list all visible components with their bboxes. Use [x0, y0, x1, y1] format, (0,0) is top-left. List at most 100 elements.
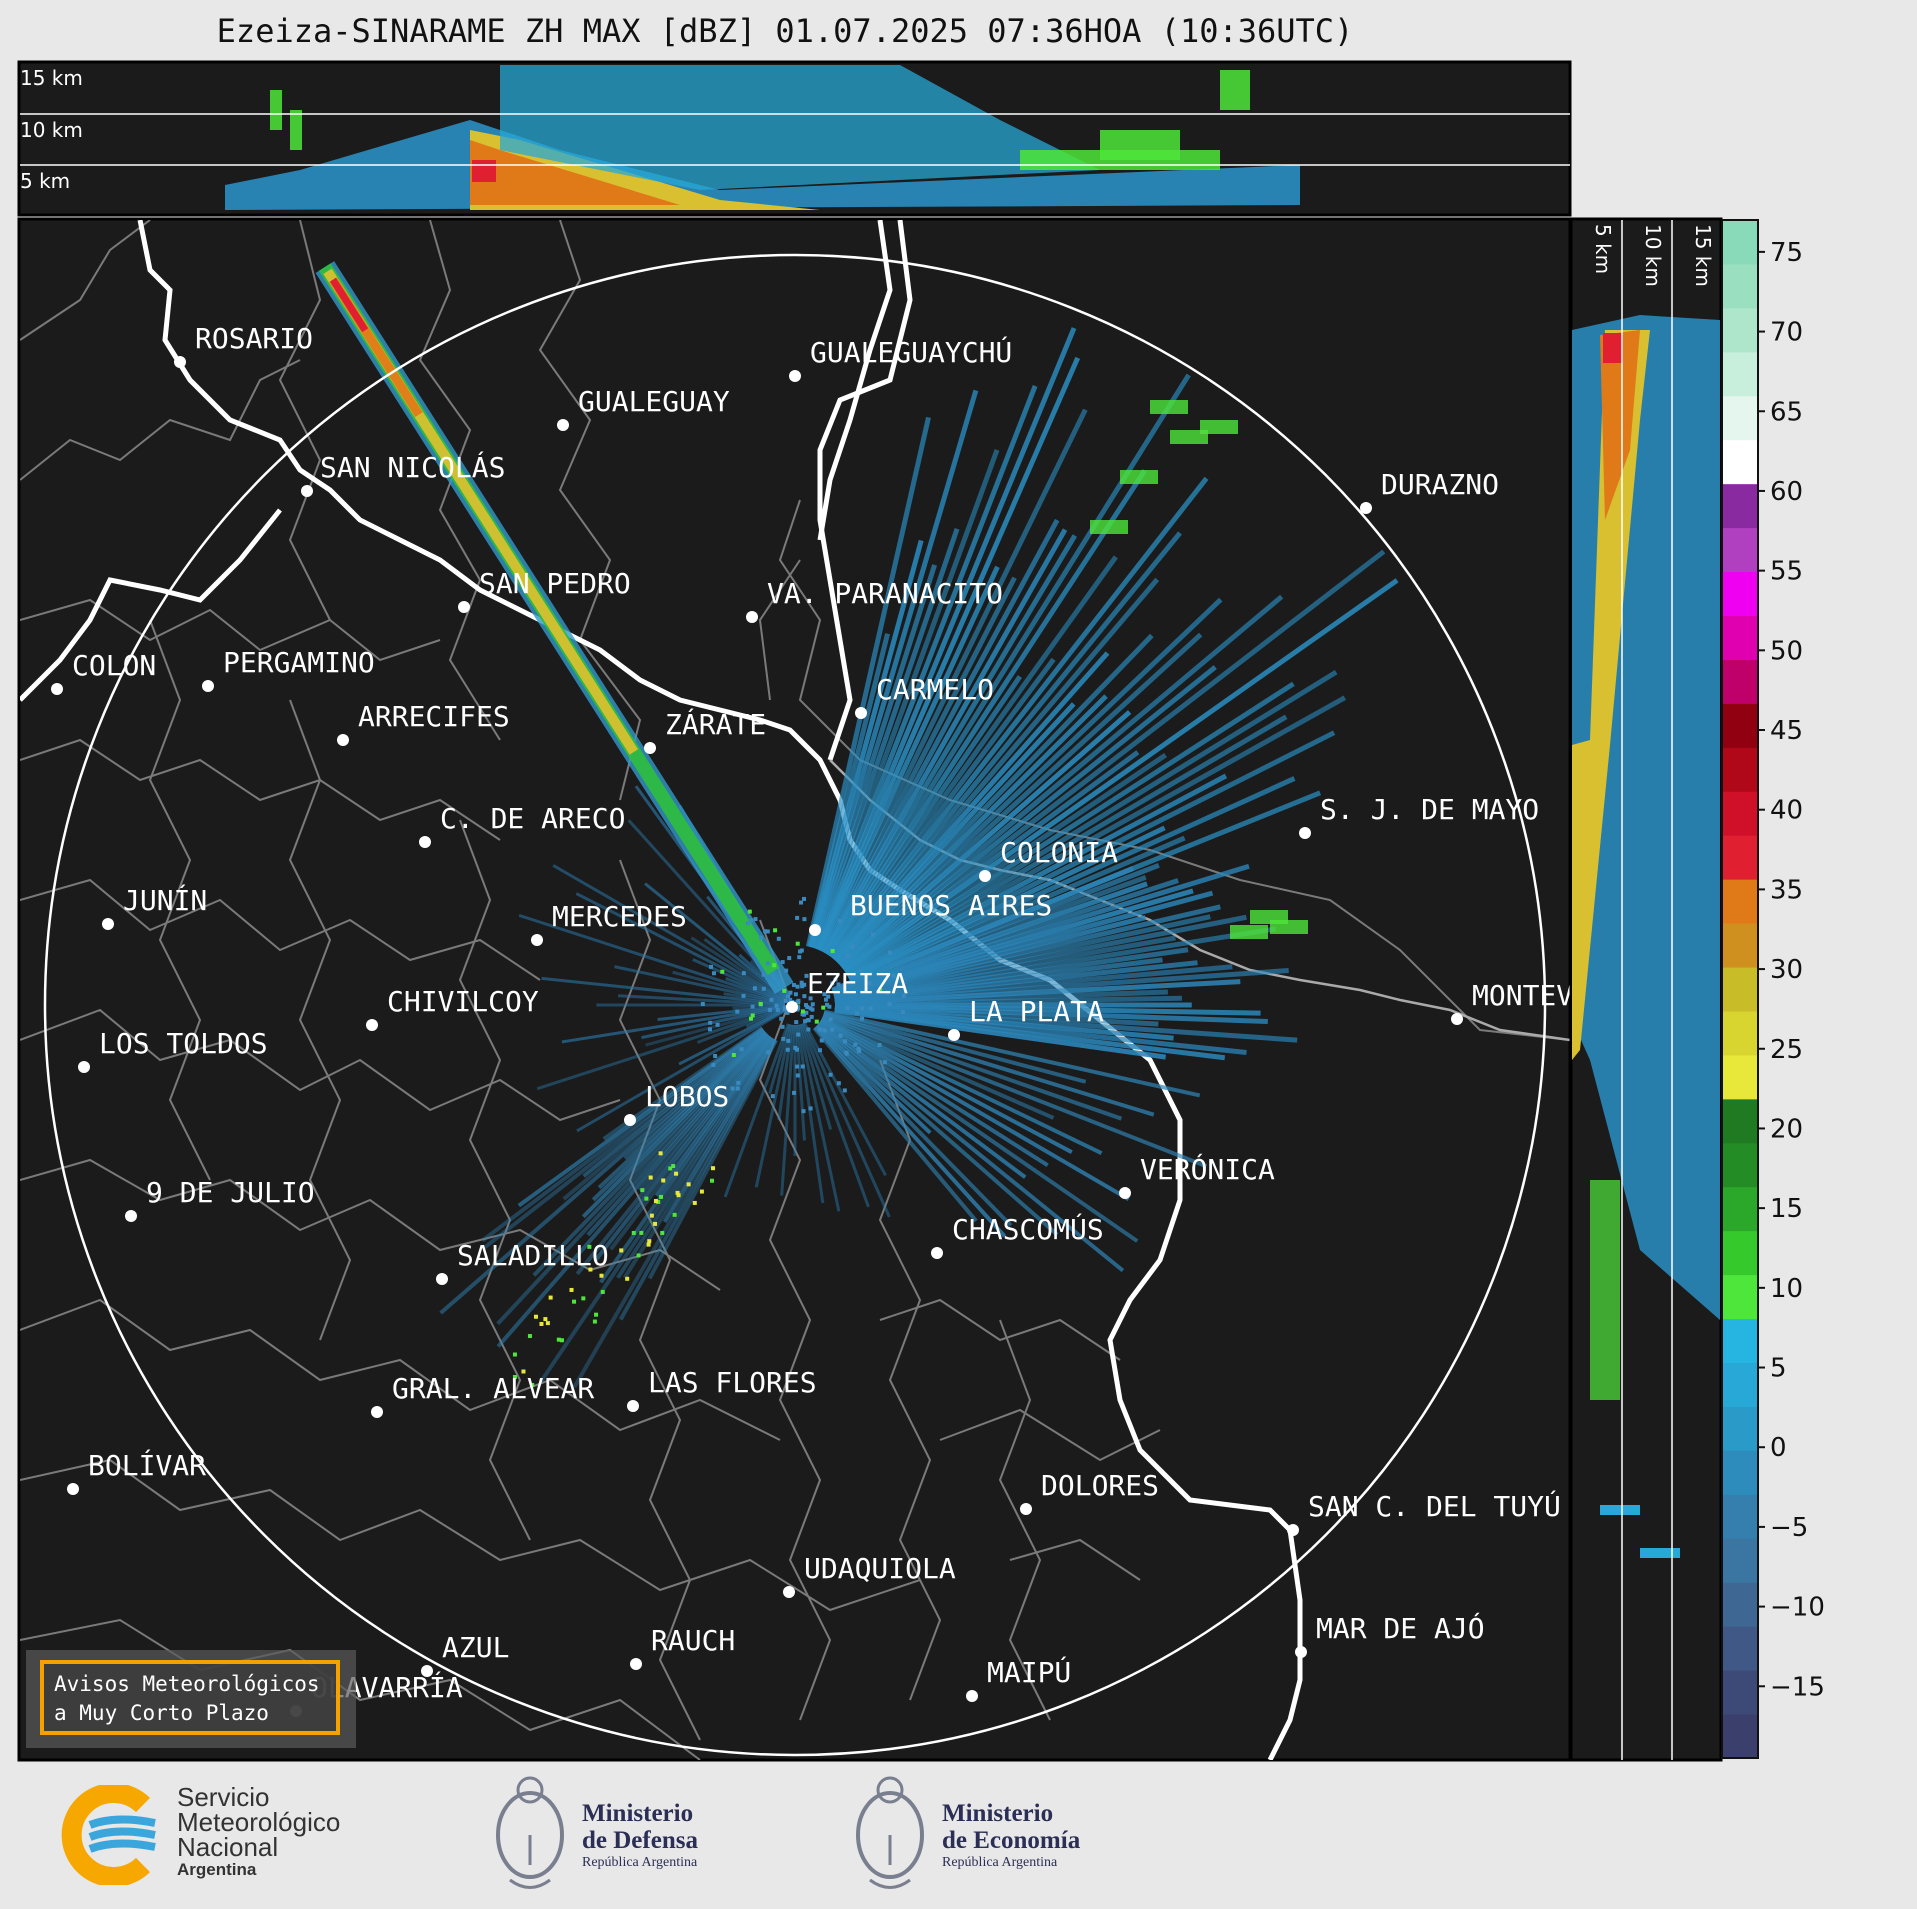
avisos-badge[interactable]: Avisos Meteorológicos a Muy Corto Plazo [40, 1660, 340, 1735]
height-label-10km: 10 km [20, 118, 83, 142]
echo-ray [662, 1038, 777, 1223]
colorbar-segment [1722, 1538, 1758, 1583]
echo-cell [803, 1019, 808, 1024]
echo-cell [833, 977, 838, 982]
echo-cell [859, 1006, 864, 1011]
echo-ray [696, 1007, 787, 1044]
colorbar-segment [1722, 1230, 1758, 1276]
echo-ray [637, 1034, 771, 1192]
echo-ray [439, 1029, 767, 1315]
colorbar-segment [1722, 1494, 1758, 1539]
echo-cell [808, 1106, 813, 1111]
echo-ray [817, 1021, 1027, 1179]
city-label: LAS FLORES [648, 1366, 817, 1399]
colorbar-segment [1722, 747, 1758, 792]
echo-ray [809, 389, 979, 949]
echo-cell [660, 1230, 665, 1235]
echo-ray [818, 1020, 1139, 1243]
echo-ray [813, 449, 1000, 950]
colorbar-segment [1722, 1450, 1758, 1495]
echo-cell [794, 1020, 799, 1025]
city-label: ZÁRATE [665, 707, 766, 741]
echo-ray [822, 1012, 1123, 1121]
echo-cell [806, 1027, 811, 1032]
echo-cell [711, 1166, 716, 1171]
city-dot [855, 707, 867, 719]
echo-cell [625, 1276, 630, 1281]
city-label: SAN C. DEL TUYÚ [1308, 1489, 1561, 1523]
city-label: GUALEGUAY [578, 385, 730, 418]
echo-cell [793, 1045, 798, 1050]
echo-ray [835, 694, 1108, 965]
height-label-15km: 15 km [20, 66, 83, 90]
echo-cell [1150, 400, 1188, 414]
colorbar-segment [1722, 879, 1758, 924]
echo-cell [780, 1024, 785, 1029]
city-dot [789, 370, 801, 382]
colorbar-segment [1722, 527, 1758, 573]
echo-cell [817, 1048, 822, 1053]
echo-cell [817, 1027, 822, 1032]
echo-cell [1170, 430, 1208, 444]
colorbar-segment [1722, 395, 1758, 441]
echo-ray [812, 1026, 978, 1223]
colorbar-segment [1722, 703, 1758, 748]
echo-cell [512, 1352, 517, 1357]
echo-cell [870, 932, 875, 937]
echo-cell [780, 960, 785, 965]
smn-line2: Meteorológico [177, 1807, 341, 1837]
echo-ray [794, 1024, 806, 1141]
echo-cell [845, 953, 850, 958]
echo-ray [822, 1014, 1208, 1169]
echo-ray [816, 1023, 1059, 1237]
echo-ray [823, 1011, 1155, 1117]
colorbar-tick-label: 50 [1770, 636, 1803, 666]
echo-cell [802, 994, 807, 999]
city-dot [1299, 827, 1311, 839]
echo-ray [834, 633, 1154, 964]
echo-cell [803, 1003, 808, 1008]
echo-cell [647, 1239, 652, 1244]
colorbar-frame [1721, 219, 1759, 1759]
city-label: MERCEDES [552, 900, 687, 933]
echo-cell [793, 992, 798, 997]
echo-cell [836, 1081, 841, 1086]
echo-ray [811, 528, 960, 950]
city-label: LOBOS [645, 1080, 729, 1113]
echo-cell [819, 1038, 824, 1043]
echo-ray [819, 1019, 1049, 1168]
echo-cell [631, 1230, 636, 1235]
echo-cell [658, 1151, 663, 1156]
echo-cell [791, 983, 796, 988]
echo-ray [645, 1006, 786, 1047]
side-cross-section-echoes [1572, 315, 1720, 1558]
radar-echoes [315, 261, 1399, 1389]
defensa-line1: Ministerio [582, 1800, 694, 1827]
colorbar-segment [1722, 307, 1758, 353]
xsec-echo [1640, 1548, 1680, 1558]
city-label: C. DE ARECO [440, 802, 625, 835]
echo-ray [828, 657, 1056, 959]
echo-cell [837, 919, 842, 924]
echo-cell [799, 948, 804, 953]
echo-cell [676, 1193, 681, 1198]
echo-ray [820, 1017, 1073, 1154]
echo-cell [545, 1321, 550, 1326]
echo-cell [1270, 920, 1308, 934]
echo-cell [787, 956, 792, 961]
city-label: SAN NICOLÁS [320, 450, 505, 484]
city-label: VERÓNICA [1140, 1152, 1275, 1186]
defensa-logo: Ministerio de Defensa República Argentin… [490, 1770, 750, 1900]
top-cross-section-echoes [225, 65, 1300, 210]
city-label: MAIPÚ [987, 1655, 1071, 1689]
city-label: ROSARIO [195, 322, 313, 355]
echo-cell [569, 1287, 574, 1292]
echo-cell [581, 1296, 586, 1301]
echo-cell [709, 964, 714, 969]
echo-cell [845, 1006, 850, 1011]
city-label: VA. PARANACITO [767, 577, 1003, 610]
department-boundaries [20, 220, 1570, 1760]
echo-cell [800, 1064, 805, 1069]
economia-logo: Ministerio de Economía República Argenti… [850, 1770, 1130, 1900]
echo-cell [826, 994, 831, 999]
